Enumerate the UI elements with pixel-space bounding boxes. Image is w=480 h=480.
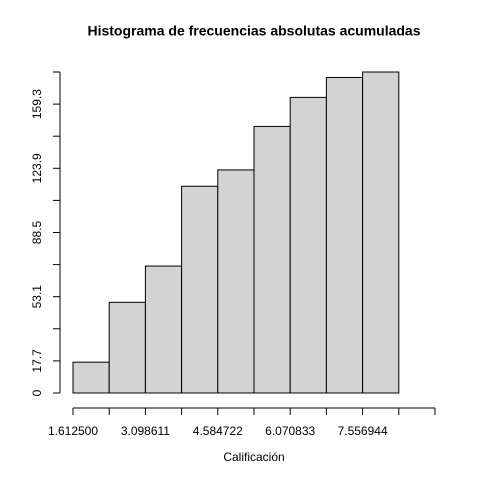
y-tick-label: 88.5 xyxy=(30,220,44,244)
x-axis-label: Calificación xyxy=(223,450,284,464)
y-tick-label: 159.3 xyxy=(30,89,44,119)
x-tick-label: 4.584722 xyxy=(193,424,243,438)
y-tick-label: 17.7 xyxy=(30,349,44,373)
bar xyxy=(72,361,110,394)
bar xyxy=(108,301,146,394)
bar xyxy=(253,125,291,394)
bar xyxy=(181,185,219,394)
x-tick-label: 1.612500 xyxy=(48,424,98,438)
bar xyxy=(325,76,364,394)
bar xyxy=(217,169,255,394)
bar xyxy=(289,96,327,394)
x-tick-label: 3.098611 xyxy=(121,424,170,438)
x-tick-label: 6.070833 xyxy=(265,424,315,438)
x-tick-label: 7.556944 xyxy=(338,424,388,438)
bar xyxy=(144,265,183,394)
bar xyxy=(362,71,400,394)
chart-title: Histograma de frecuencias absolutas acum… xyxy=(87,23,420,39)
y-tick-label: 0 xyxy=(30,389,44,396)
y-tick-label: 53.1 xyxy=(30,285,44,309)
y-tick-label: 123.9 xyxy=(30,153,44,183)
